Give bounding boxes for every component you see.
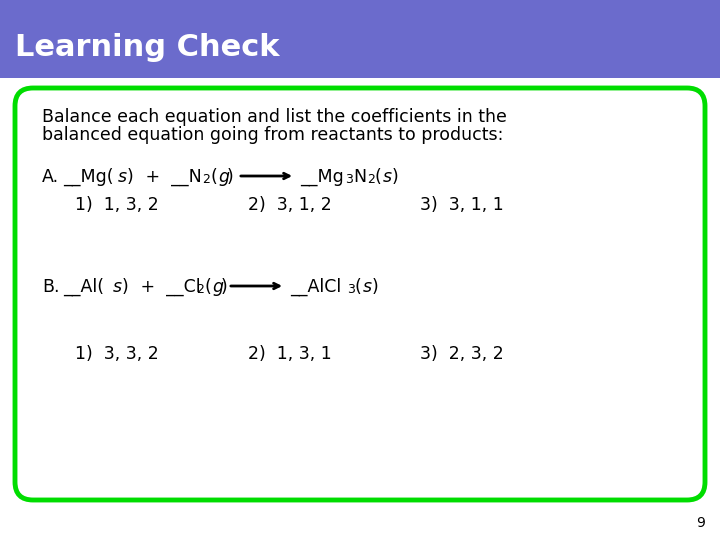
Text: __Al(: __Al( [63, 278, 104, 296]
Text: 3: 3 [347, 283, 355, 296]
Text: ): ) [127, 168, 134, 186]
Text: (: ( [355, 278, 361, 296]
Text: A.: A. [42, 168, 59, 186]
Bar [0, 0, 720, 78]
Text: s: s [383, 168, 392, 186]
Text: ): ) [221, 278, 228, 296]
Text: g: g [212, 278, 223, 296]
Text: s: s [118, 168, 127, 186]
Text: 2)  3, 1, 2: 2) 3, 1, 2 [248, 196, 332, 214]
Text: +  __N: + __N [140, 168, 202, 186]
Text: 1)  3, 3, 2: 1) 3, 3, 2 [75, 345, 158, 363]
Text: __Mg: __Mg [300, 168, 343, 186]
Text: 9: 9 [696, 516, 705, 530]
Text: 2: 2 [196, 283, 204, 296]
Text: ): ) [372, 278, 379, 296]
Text: 1)  1, 3, 2: 1) 1, 3, 2 [75, 196, 158, 214]
Text: s: s [113, 278, 122, 296]
Text: Learning Check: Learning Check [15, 32, 279, 62]
Text: N: N [353, 168, 366, 186]
Text: __Mg(: __Mg( [63, 168, 114, 186]
Text: +  __Cl: + __Cl [135, 278, 201, 296]
Text: 3)  3, 1, 1: 3) 3, 1, 1 [420, 196, 504, 214]
Text: s: s [363, 278, 372, 296]
Text: (: ( [375, 168, 382, 186]
Text: B.: B. [42, 278, 60, 296]
Text: (: ( [210, 168, 217, 186]
Text: 2)  1, 3, 1: 2) 1, 3, 1 [248, 345, 332, 363]
Text: 2: 2 [202, 173, 210, 186]
Text: balanced equation going from reactants to products:: balanced equation going from reactants t… [42, 126, 503, 144]
Text: __AlCl: __AlCl [290, 278, 341, 296]
Text: 3)  2, 3, 2: 3) 2, 3, 2 [420, 345, 504, 363]
Text: ): ) [122, 278, 129, 296]
Text: Balance each equation and list the coefficients in the: Balance each equation and list the coeff… [42, 108, 507, 126]
Text: g: g [218, 168, 229, 186]
Text: ): ) [227, 168, 234, 186]
FancyBboxPatch shape [15, 88, 705, 500]
Text: (: ( [204, 278, 211, 296]
Text: 3: 3 [345, 173, 353, 186]
Text: 2: 2 [367, 173, 375, 186]
Text: ): ) [392, 168, 399, 186]
